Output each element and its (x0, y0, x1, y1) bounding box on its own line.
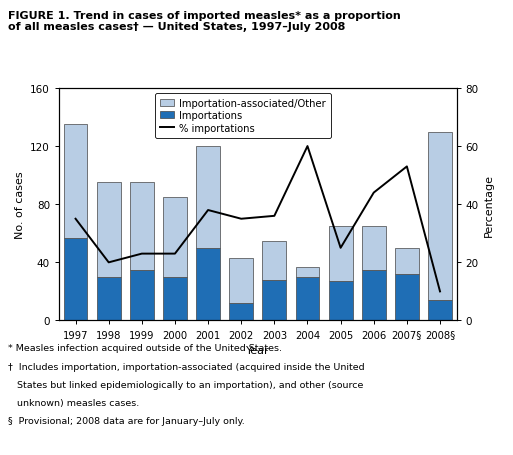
Bar (130, 270, 154, 321)
Bar (362, 270, 386, 321)
Text: of all measles cases† — United States, 1997–July 2008: of all measles cases† — United States, 1… (8, 22, 345, 32)
Bar (64, 125, 88, 238)
Bar (196, 248, 220, 321)
Bar (263, 241, 286, 280)
Bar (329, 282, 352, 321)
Bar (362, 227, 386, 270)
Text: * Measles infection acquired outside of the United States.: * Measles infection acquired outside of … (8, 344, 282, 353)
Bar (196, 147, 220, 248)
Bar (163, 277, 187, 321)
Text: unknown) measles cases.: unknown) measles cases. (8, 398, 139, 407)
Bar (163, 197, 187, 277)
Bar (395, 248, 419, 274)
Bar (295, 267, 320, 277)
Text: States but linked epidemiologically to an importation), and other (source: States but linked epidemiologically to a… (8, 380, 363, 389)
Bar (130, 183, 154, 270)
Bar (263, 280, 286, 321)
Y-axis label: Percentage: Percentage (484, 173, 495, 236)
Legend: Importation-associated/Other, Importations, % importations: Importation-associated/Other, Importatio… (155, 94, 331, 139)
Bar (64, 238, 88, 321)
Bar (295, 277, 320, 321)
Text: †  Includes importation, importation-associated (acquired inside the United: † Includes importation, importation-asso… (8, 362, 364, 371)
Bar (229, 303, 253, 321)
Bar (329, 227, 352, 282)
Bar (97, 277, 121, 321)
Y-axis label: No. of cases: No. of cases (15, 171, 25, 238)
Text: §  Provisional; 2008 data are for January–July only.: § Provisional; 2008 data are for January… (8, 416, 245, 425)
X-axis label: Year: Year (246, 345, 270, 355)
Bar (97, 183, 121, 277)
Text: FIGURE 1. Trend in cases of imported measles* as a proportion: FIGURE 1. Trend in cases of imported mea… (8, 11, 401, 21)
Bar (428, 132, 452, 300)
Bar (229, 258, 253, 303)
Bar (395, 274, 419, 321)
Bar (428, 300, 452, 321)
